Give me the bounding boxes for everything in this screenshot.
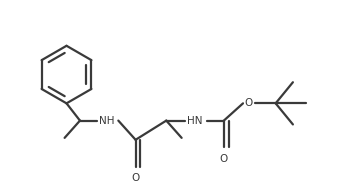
Text: O: O bbox=[245, 98, 253, 108]
Text: NH: NH bbox=[99, 116, 115, 126]
Text: O: O bbox=[220, 154, 228, 164]
Text: HN: HN bbox=[187, 116, 203, 126]
Text: O: O bbox=[131, 173, 140, 183]
